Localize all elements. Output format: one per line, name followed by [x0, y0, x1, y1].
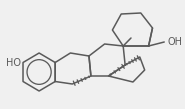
Text: OH: OH	[167, 37, 182, 47]
Text: HO: HO	[6, 58, 21, 67]
